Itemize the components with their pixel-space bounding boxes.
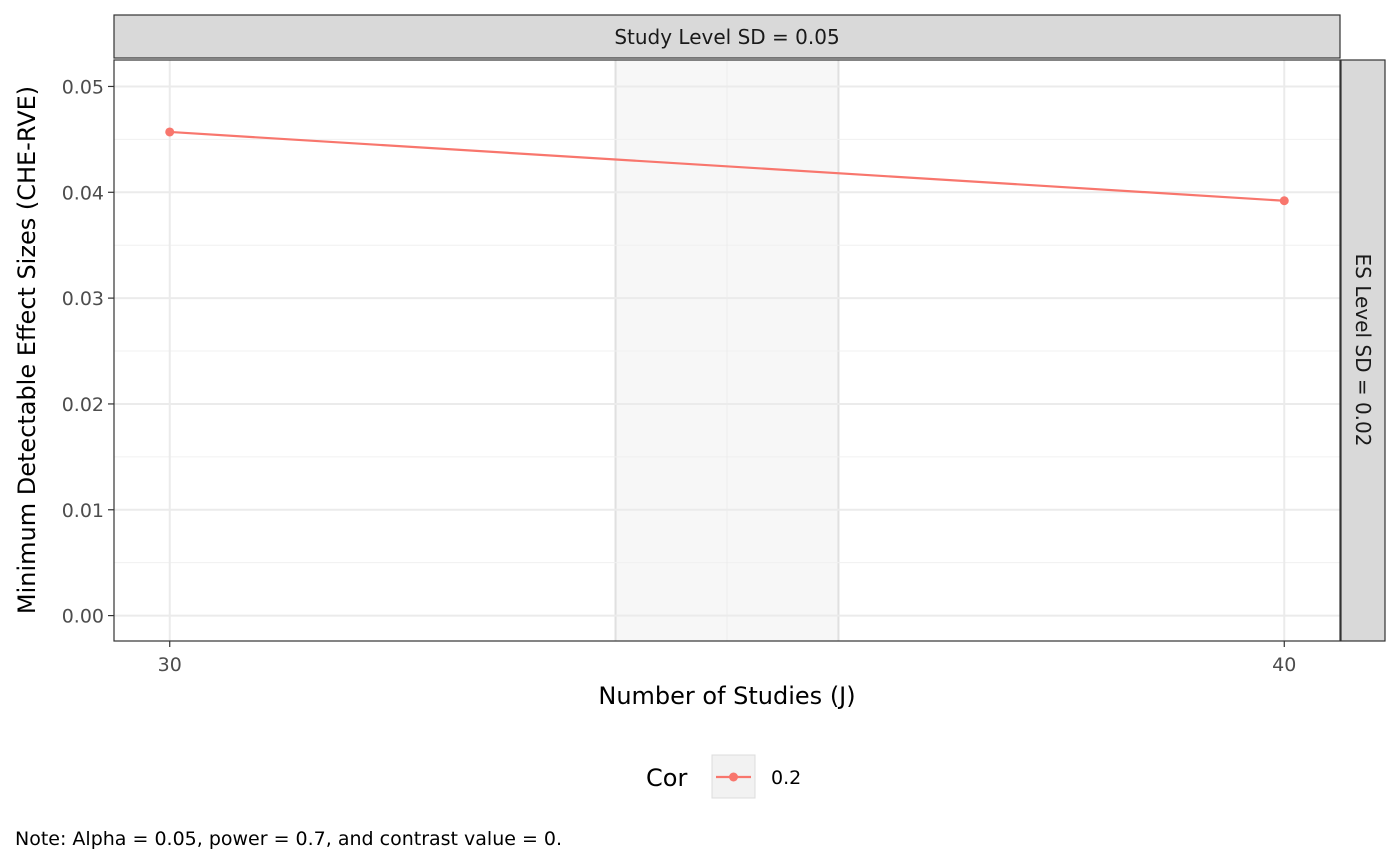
y-tick-label: 0.00	[62, 606, 104, 628]
series-point	[1279, 196, 1289, 206]
legend-title: Cor	[646, 764, 687, 792]
caption-note: Note: Alpha = 0.05, power = 0.7, and con…	[15, 828, 562, 850]
y-tick-label: 0.03	[62, 288, 104, 310]
legend-key-point	[729, 772, 738, 782]
series-line	[169, 130, 1285, 202]
x-tick-label: 40	[1272, 654, 1296, 676]
legend: Cor 0.2	[646, 754, 801, 799]
x-axis-title: Number of Studies (J)	[598, 682, 855, 710]
series-layer	[165, 127, 1289, 206]
facet-strip-right-label: ES Level SD = 0.02	[1351, 254, 1375, 447]
axis-layer: 0.00 0.01 0.02 0.03 0.04 0.05 30 40	[62, 76, 1297, 676]
y-tick-label: 0.04	[62, 182, 104, 204]
plot-panel-border	[113, 59, 1341, 642]
y-tick-label: 0.01	[62, 500, 104, 522]
x-tick-label: 30	[158, 654, 182, 676]
y-axis-title: Minimum Detectable Effect Sizes (CHE-RVE…	[13, 86, 41, 614]
facet-strip-right	[1340, 59, 1386, 642]
y-tick-label: 0.02	[62, 394, 104, 416]
facet-strip-top-label: Study Level SD = 0.05	[614, 25, 839, 49]
grid-layer	[114, 60, 1340, 641]
legend-entry-label: 0.2	[771, 767, 801, 789]
series-point	[165, 127, 175, 137]
facet-strip-top	[113, 14, 1341, 59]
y-tick-label: 0.05	[62, 76, 104, 98]
